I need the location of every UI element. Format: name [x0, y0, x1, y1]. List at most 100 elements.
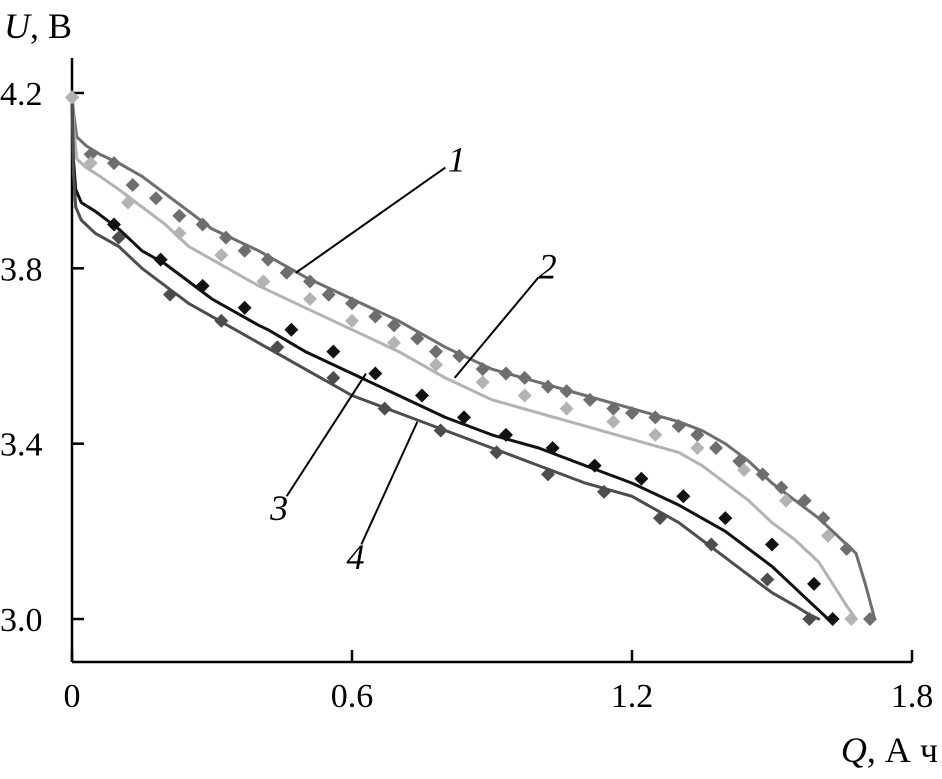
annotation-label-1: 1: [448, 139, 466, 179]
y-tick-label: 4.2: [0, 76, 43, 113]
annotation-leader-2: [453, 276, 540, 379]
series-1-marker: [774, 480, 789, 495]
series-1-marker: [195, 217, 210, 232]
series-1-marker: [709, 441, 723, 456]
series-2-marker: [844, 612, 859, 626]
series-2-marker: [172, 226, 187, 241]
y-axis-variable: U: [4, 6, 32, 46]
series-2-marker: [821, 528, 835, 543]
series-1-marker: [625, 405, 639, 420]
series-3-marker: [676, 489, 691, 504]
series-1-marker: [345, 296, 359, 311]
series-1-marker: [648, 410, 663, 425]
series-4-marker: [377, 401, 392, 416]
series-4-marker: [541, 467, 555, 482]
series-4-marker: [704, 537, 719, 552]
series-2-marker: [648, 427, 663, 442]
series-3-marker: [545, 441, 560, 456]
series-3-marker: [765, 537, 779, 552]
series-4-marker: [214, 313, 229, 328]
series-2-marker: [214, 248, 229, 263]
series-1-marker: [107, 156, 121, 171]
series-3-marker: [499, 427, 513, 442]
series-2-marker: [83, 156, 98, 171]
series-3-marker: [195, 278, 210, 293]
series-1-marker: [839, 541, 854, 556]
annotation-leader-4: [360, 421, 419, 545]
series-4-marker: [163, 287, 177, 302]
series-3-marker: [825, 612, 840, 626]
y-tick-label: 3.0: [0, 602, 43, 639]
series-3-marker: [237, 300, 252, 315]
series-1-marker: [83, 147, 98, 162]
series-2-marker: [345, 313, 359, 328]
annotation-label-4: 4: [347, 537, 365, 577]
series-1-marker: [172, 208, 187, 223]
x-tick-label: 0: [64, 678, 81, 715]
series-3-marker: [284, 322, 299, 337]
y-axis-unit: , В: [30, 6, 72, 46]
series-2-marker: [559, 401, 574, 416]
series-3-marker: [634, 471, 649, 486]
series-1-marker: [583, 392, 597, 407]
series-3-marker: [718, 511, 733, 526]
series-1-marker: [671, 419, 686, 434]
series-2-marker: [387, 335, 401, 350]
series-1-marker: [387, 318, 401, 333]
series-1-marker: [429, 344, 443, 359]
series-4-line: [70, 95, 821, 621]
annotation-leader-3: [285, 372, 367, 497]
series-1-marker: [797, 493, 812, 508]
series-lines: [70, 95, 877, 621]
series-1-marker: [125, 178, 140, 193]
series-4-marker: [111, 230, 126, 245]
series-1-marker: [410, 331, 425, 346]
x-axis-variable: Q: [841, 730, 867, 770]
series-2-line: [70, 95, 858, 621]
series-4-marker: [489, 445, 504, 460]
series-1-marker: [475, 362, 490, 377]
series-2-marker: [737, 462, 751, 477]
series-3-marker: [415, 388, 429, 403]
series-2-marker: [475, 375, 490, 390]
annotation-label-2: 2: [539, 246, 557, 286]
series-markers: [65, 90, 877, 626]
series-1-marker: [499, 366, 513, 381]
series-1-marker: [219, 230, 233, 245]
series-1-marker: [321, 287, 336, 302]
series-4-marker: [802, 612, 817, 626]
series-1-marker: [303, 274, 317, 289]
series-4-marker: [653, 511, 667, 526]
series-3-marker: [326, 344, 341, 359]
tick-labels: 0 0.6 1.2 1.8 3.0 3.4 3.8 4.2: [0, 76, 933, 715]
series-2-marker: [303, 292, 317, 307]
curve-annotations: 1 2 3 4: [269, 139, 557, 577]
series-1-marker: [149, 191, 163, 206]
series-1-line: [70, 95, 877, 621]
series-3-marker: [587, 458, 602, 473]
series-3-marker: [153, 252, 168, 267]
x-tick-label: 0.6: [331, 678, 374, 715]
series-4-marker: [433, 423, 448, 438]
series-1-marker: [237, 243, 252, 258]
x-axis-unit: , А ч: [867, 730, 938, 770]
y-tick-label: 3.8: [0, 251, 43, 288]
series-1-marker: [279, 265, 294, 280]
series-1-marker: [690, 427, 705, 442]
series-2-marker: [121, 195, 135, 210]
annotation-leader-1: [295, 166, 446, 274]
series-1-marker: [517, 370, 532, 385]
y-tick-label: 3.4: [0, 427, 43, 464]
series-3-marker: [368, 366, 383, 381]
x-tick-label: 1.8: [891, 678, 934, 715]
axes: [70, 58, 914, 664]
series-1-marker: [755, 467, 770, 482]
x-axis-title: Q, А ч: [841, 730, 938, 770]
series-1-marker: [606, 401, 621, 416]
series-2-marker: [779, 493, 793, 508]
series-3-marker: [457, 410, 471, 425]
series-4-marker: [270, 340, 285, 355]
series-1-marker: [452, 349, 467, 363]
